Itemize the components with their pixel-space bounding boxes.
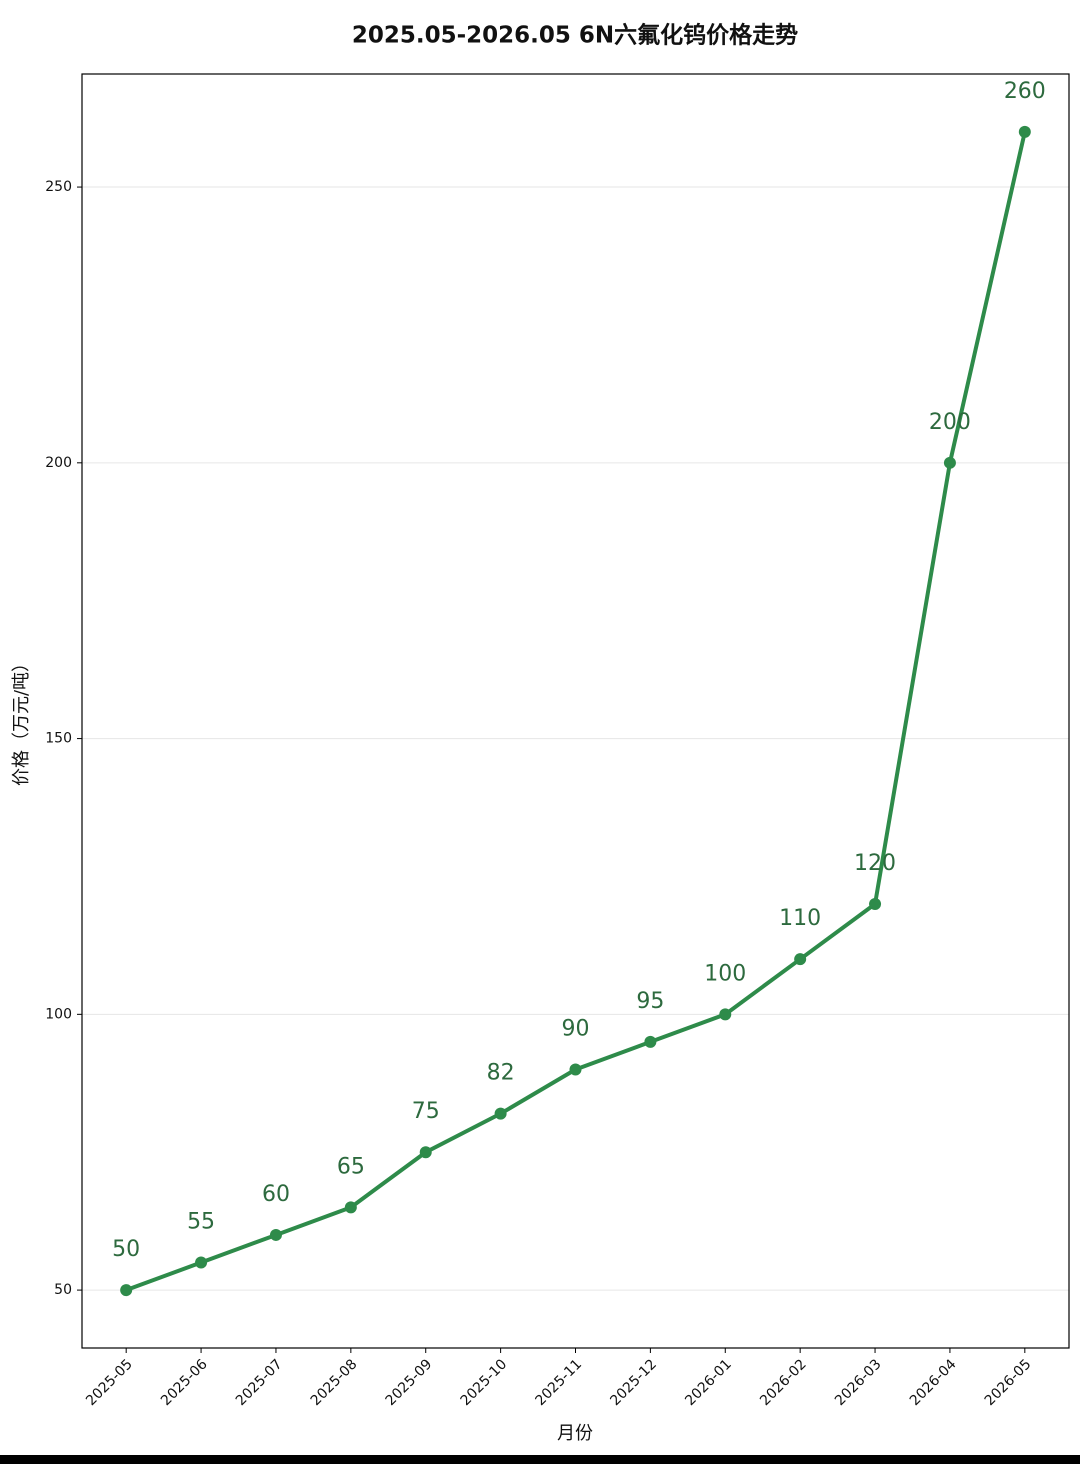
value-label: 100 <box>704 961 746 986</box>
x-tick-label: 2025-06 <box>158 1356 211 1409</box>
y-tick-label: 100 <box>45 1006 72 1022</box>
point <box>419 1146 432 1159</box>
point <box>569 1063 582 1076</box>
x-axis-label: 月份 <box>557 1423 593 1444</box>
x-tick-label: 2026-01 <box>682 1356 735 1409</box>
y-tick-label: 50 <box>54 1282 72 1298</box>
value-label: 110 <box>779 906 821 931</box>
point <box>869 898 882 911</box>
point <box>120 1284 133 1297</box>
value-label: 120 <box>854 851 896 876</box>
line <box>125 131 1027 1292</box>
bottom-bar <box>0 1455 1080 1464</box>
point <box>943 456 956 469</box>
plot-frame <box>81 73 1070 1349</box>
x-tick-label: 2026-05 <box>982 1356 1035 1409</box>
y-tick-label: 200 <box>45 455 72 471</box>
value-label: 95 <box>636 989 664 1014</box>
value-label: 82 <box>487 1061 515 1086</box>
value-label: 75 <box>412 1099 440 1124</box>
point <box>269 1228 282 1241</box>
point <box>344 1201 357 1214</box>
y-tick-label: 250 <box>45 179 72 195</box>
point <box>494 1107 507 1120</box>
y-tick-label: 150 <box>45 731 72 747</box>
point <box>719 1008 732 1021</box>
x-tick-label: 2026-02 <box>757 1356 810 1409</box>
x-tick-label: 2025-10 <box>458 1356 511 1409</box>
x-tick-label: 2025-09 <box>383 1356 436 1409</box>
x-tick-label: 2025-11 <box>532 1356 585 1409</box>
value-label: 260 <box>1004 79 1046 104</box>
value-label: 60 <box>262 1182 290 1207</box>
value-label: 50 <box>112 1237 140 1262</box>
y-axis-label: 价格（万元/吨） <box>11 654 32 786</box>
value-label: 55 <box>187 1210 215 1235</box>
x-tick-label: 2025-12 <box>607 1356 660 1409</box>
value-label: 200 <box>929 410 971 435</box>
x-tick-label: 2026-03 <box>832 1356 885 1409</box>
x-tick-label: 2025-05 <box>83 1356 136 1409</box>
chart-title: 2025.05-2026.05 6N六氟化钨价格走势 <box>352 22 798 49</box>
value-label: 65 <box>337 1154 365 1179</box>
point <box>794 953 807 966</box>
point <box>644 1035 657 1048</box>
point <box>1018 125 1031 138</box>
x-tick-label: 2026-04 <box>907 1356 960 1409</box>
value-label: 90 <box>562 1016 590 1041</box>
point <box>195 1256 208 1269</box>
x-tick-label: 2025-08 <box>308 1356 361 1409</box>
x-tick-label: 2025-07 <box>233 1356 286 1409</box>
